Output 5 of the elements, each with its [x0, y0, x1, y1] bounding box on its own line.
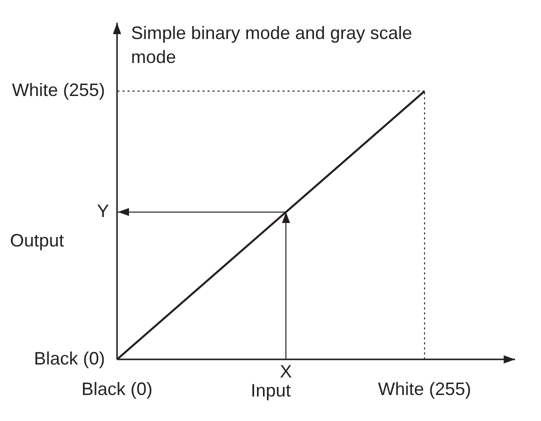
- ref-line-label: X: [280, 361, 292, 382]
- x-axis-title: Input: [250, 380, 291, 400]
- y-axis-title: Output: [10, 230, 64, 250]
- ref-line-label: Y: [97, 201, 110, 222]
- text: Simple binary mode and gray scale mode: [131, 22, 412, 67]
